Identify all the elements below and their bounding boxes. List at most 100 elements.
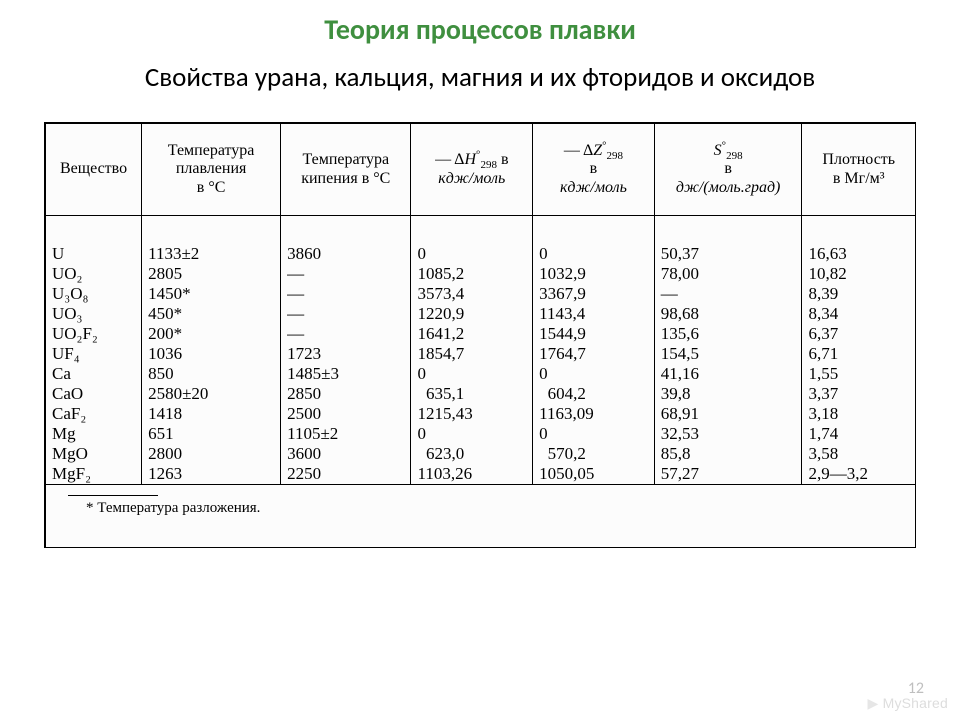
delta-z: 3367,9 <box>533 284 655 304</box>
entropy: — <box>654 284 802 304</box>
col-S: S°298вдж/(моль.град) <box>654 124 802 216</box>
delta-z: 1050,05 <box>533 464 655 484</box>
density: 3,37 <box>802 384 915 404</box>
substance: UO₂F₂ <box>46 324 142 344</box>
density: 10,82 <box>802 264 915 284</box>
melting-temp: 1263 <box>142 464 281 484</box>
delta-h: 0 <box>411 424 533 444</box>
delta-h: 3573,4 <box>411 284 533 304</box>
table-row: CaO2580±202850 635,1 604,239,83,37 <box>46 384 915 404</box>
melting-temp: 850 <box>142 364 281 384</box>
melting-temp: 1450* <box>142 284 281 304</box>
delta-h: 1103,26 <box>411 464 533 484</box>
boiling-temp: 3600 <box>281 444 411 464</box>
delta-z: 0 <box>533 424 655 444</box>
boiling-temp: — <box>281 324 411 344</box>
delta-h: 635,1 <box>411 384 533 404</box>
melting-temp: 1133±2 <box>142 244 281 264</box>
delta-h: 1085,2 <box>411 264 533 284</box>
table-row: UO₂F₂200*—1641,21544,9135,66,37 <box>46 324 915 344</box>
delta-z: 1544,9 <box>533 324 655 344</box>
footnote-text: * Температура разложения. <box>58 500 903 517</box>
boiling-temp: 2500 <box>281 404 411 424</box>
table-row: U1133±238600050,3716,63 <box>46 244 915 264</box>
delta-h: 1641,2 <box>411 324 533 344</box>
delta-h: 1215,43 <box>411 404 533 424</box>
entropy: 50,37 <box>654 244 802 264</box>
delta-h: 623,0 <box>411 444 533 464</box>
density: 6,71 <box>802 344 915 364</box>
melting-temp: 651 <box>142 424 281 444</box>
density: 8,39 <box>802 284 915 304</box>
boiling-temp: — <box>281 284 411 304</box>
density: 2,9—3,2 <box>802 464 915 484</box>
table-row: MgF₂126322501103,261050,0557,272,9—3,2 <box>46 464 915 484</box>
entropy: 135,6 <box>654 324 802 344</box>
density: 1,74 <box>802 424 915 444</box>
delta-z: 0 <box>533 244 655 264</box>
substance: UO₂ <box>46 264 142 284</box>
page-subtitle: Свойства урана, кальция, магния и их фто… <box>0 61 960 94</box>
table-row: UO₃450*—1220,91143,498,688,34 <box>46 304 915 324</box>
table-row: CaF₂141825001215,431163,0968,913,18 <box>46 404 915 424</box>
substance: UF₄ <box>46 344 142 364</box>
entropy: 41,16 <box>654 364 802 384</box>
melting-temp: 450* <box>142 304 281 324</box>
col-boiling: Температуракипения в °С <box>281 124 411 216</box>
substance: U <box>46 244 142 264</box>
delta-z: 1163,09 <box>533 404 655 424</box>
entropy: 154,5 <box>654 344 802 364</box>
substance: Ca <box>46 364 142 384</box>
substance: U₃O₈ <box>46 284 142 304</box>
col-density: Плотностьв Мг/м³ <box>802 124 915 216</box>
delta-z: 570,2 <box>533 444 655 464</box>
delta-h: 1220,9 <box>411 304 533 324</box>
table-header-row: Вещество Температураплавленияв °С Темпер… <box>46 124 915 216</box>
melting-temp: 1036 <box>142 344 281 364</box>
melting-temp: 2580±20 <box>142 384 281 404</box>
substance: MgO <box>46 444 142 464</box>
delta-z: 604,2 <box>533 384 655 404</box>
delta-z: 1143,4 <box>533 304 655 324</box>
density: 3,58 <box>802 444 915 464</box>
entropy: 78,00 <box>654 264 802 284</box>
entropy: 98,68 <box>654 304 802 324</box>
boiling-temp: 2850 <box>281 384 411 404</box>
boiling-temp: 2250 <box>281 464 411 484</box>
boiling-temp: — <box>281 304 411 324</box>
table-row: Mg6511105±20032,531,74 <box>46 424 915 444</box>
substance: MgF₂ <box>46 464 142 484</box>
watermark: ▶ MyShared <box>868 695 948 712</box>
entropy: 57,27 <box>654 464 802 484</box>
delta-z: 1764,7 <box>533 344 655 364</box>
col-dH: — ΔH°298 вкдж/моль <box>411 124 533 216</box>
delta-h: 0 <box>411 244 533 264</box>
melting-temp: 2800 <box>142 444 281 464</box>
boiling-temp: 3860 <box>281 244 411 264</box>
boiling-temp: 1105±2 <box>281 424 411 444</box>
delta-z: 1032,9 <box>533 264 655 284</box>
delta-h: 0 <box>411 364 533 384</box>
entropy: 32,53 <box>654 424 802 444</box>
table-row: UO₂2805—1085,21032,978,0010,82 <box>46 264 915 284</box>
delta-z: 0 <box>533 364 655 384</box>
entropy: 85,8 <box>654 444 802 464</box>
col-dZ: — ΔZ°298вкдж/моль <box>533 124 655 216</box>
substance: Mg <box>46 424 142 444</box>
col-melting: Температураплавленияв °С <box>142 124 281 216</box>
footnote-block: * Температура разложения. <box>46 484 915 547</box>
substance: CaO <box>46 384 142 404</box>
melting-temp: 200* <box>142 324 281 344</box>
substance: UO₃ <box>46 304 142 324</box>
density: 1,55 <box>802 364 915 384</box>
col-substance: Вещество <box>46 124 142 216</box>
melting-temp: 1418 <box>142 404 281 424</box>
boiling-temp: 1485±3 <box>281 364 411 384</box>
substance: CaF₂ <box>46 404 142 424</box>
melting-temp: 2805 <box>142 264 281 284</box>
page-title: Теория процессов плавки <box>0 12 960 47</box>
density: 8,34 <box>802 304 915 324</box>
density: 3,18 <box>802 404 915 424</box>
delta-h: 1854,7 <box>411 344 533 364</box>
properties-table: Вещество Температураплавленияв °С Темпер… <box>44 122 916 548</box>
